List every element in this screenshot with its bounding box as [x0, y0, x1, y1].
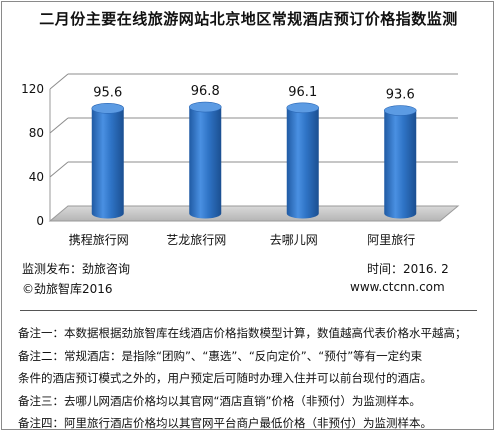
- time-text: 时间：2016. 2: [367, 262, 449, 276]
- website-text: www.ctcnn.com: [350, 280, 445, 294]
- bar: [188, 101, 222, 219]
- copyright-text: ©劲旅智库2016: [22, 282, 113, 296]
- bar-body: [286, 107, 319, 219]
- gridline-side: [49, 161, 69, 178]
- note-4: 备注四：阿里旅行酒店价格均以其官网平台商户最低价格（非预付）为监测样本。: [18, 416, 432, 430]
- x-tick-label: 阿里旅行: [367, 233, 415, 247]
- bar-top: [286, 102, 320, 114]
- bar: [286, 102, 320, 219]
- publisher-text: 监测发布：劲旅咨询: [22, 262, 131, 276]
- data-label: 93.6: [386, 88, 415, 103]
- y-tick-label: 0: [36, 214, 44, 228]
- bar: [91, 103, 125, 219]
- x-tick-label: 艺龙旅行网: [166, 233, 226, 247]
- note-2-continued: 条件的酒店预订模式之外的，用户预定后可随时办理入住并可以前台现付的酒店。: [18, 371, 432, 385]
- note-2: 备注二：常规酒店：是指除“团购”、“惠选”、“反向定价”、“预付”等有一定约束: [18, 348, 423, 363]
- bar-body: [91, 108, 124, 219]
- bar-body: [384, 110, 417, 219]
- x-tick-label: 携程旅行网: [69, 232, 129, 247]
- data-label: 95.6: [93, 85, 122, 100]
- bar: [383, 105, 417, 219]
- y-tick-label: 40: [29, 170, 44, 184]
- data-label: 96.1: [288, 85, 317, 100]
- note-3: 备注三：去哪儿网酒店价格均以其官网“酒店直销”价格（非预付）为监测样本。: [18, 393, 421, 408]
- gridline-side: [49, 73, 69, 90]
- notes-section: 备注一：本数据根据劲旅智库在线酒店价格指数模型计算，数值越高代表价格水平越高； …: [18, 322, 488, 435]
- data-label: 96.8: [191, 84, 220, 99]
- bar-top: [188, 101, 222, 113]
- x-tick-label: 去哪儿网: [270, 233, 318, 247]
- chart-title: 二月份主要在线旅游网站北京地区常规酒店预订价格指数监测: [39, 10, 458, 28]
- gridline-side: [49, 117, 69, 134]
- bar-body: [189, 107, 222, 219]
- y-tick-label: 120: [21, 82, 44, 96]
- y-tick-label: 80: [29, 126, 44, 140]
- bar-top: [91, 103, 125, 114]
- bar-chart: 0 40 80 120 95.6 携程旅行网 96.8 艺龙旅行网 96.1 去哪儿网 93.6 阿里…: [21, 73, 460, 247]
- bar-top: [383, 105, 417, 116]
- divider-line: [20, 310, 477, 311]
- note-1: 备注一：本数据根据劲旅智库在线酒店价格指数模型计算，数值越高代表价格水平越高；: [18, 326, 467, 340]
- chart-floor: [48, 205, 460, 222]
